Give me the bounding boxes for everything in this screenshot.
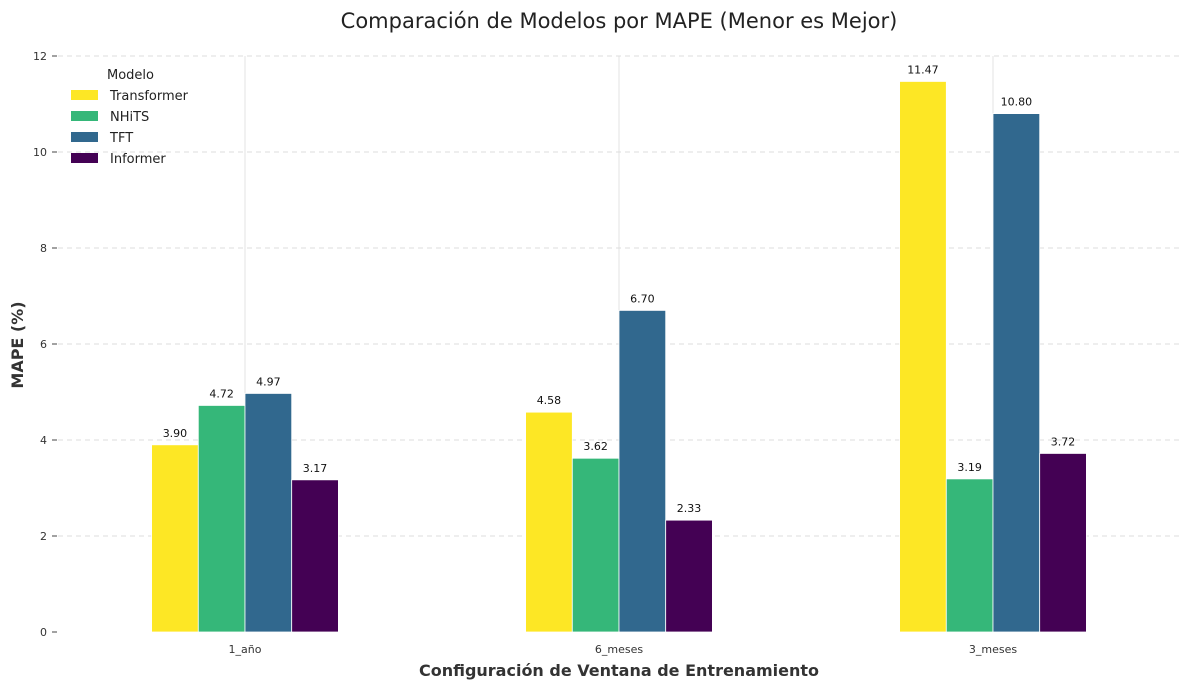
bar-value-label: 3.72 bbox=[1051, 435, 1076, 448]
bar-value-label: 4.72 bbox=[209, 387, 234, 400]
bar-informer-6_meses bbox=[665, 519, 713, 633]
bar-value-label: 11.47 bbox=[907, 63, 939, 76]
y-tick-label: 2 bbox=[40, 530, 47, 543]
chart-title: Comparación de Modelos por MAPE (Menor e… bbox=[341, 9, 898, 33]
bar-value-label: 3.19 bbox=[957, 461, 982, 474]
legend-swatch-transformer bbox=[71, 90, 98, 100]
bar-nhits-3_meses bbox=[945, 478, 994, 633]
x-tick-label: 1_año bbox=[229, 643, 262, 656]
bars bbox=[151, 81, 1087, 633]
data-labels: 3.90 4.58 11.47 4.72 3.62 3.19 4.97 6.70 10.80 3.… bbox=[163, 63, 1076, 515]
bar-tft-1_año bbox=[244, 393, 293, 633]
bar-transformer-1_año bbox=[151, 444, 199, 633]
bar-tft-3_meses bbox=[992, 113, 1041, 633]
bar-nhits-6_meses bbox=[571, 457, 620, 633]
y-tick-label: 6 bbox=[40, 338, 47, 351]
legend-label-informer: Informer bbox=[110, 152, 166, 167]
legend-label-transformer: Transformer bbox=[109, 89, 189, 104]
bar-value-label: 3.90 bbox=[163, 427, 188, 440]
y-tick-label: 8 bbox=[40, 242, 47, 255]
y-tick-label: 0 bbox=[40, 626, 47, 639]
bar-transformer-6_meses bbox=[525, 411, 573, 633]
legend-label-tft: TFT bbox=[109, 131, 133, 146]
x-tick-label: 3_meses bbox=[969, 643, 1017, 656]
x-axis-label: Configuración de Ventana de Entrenamient… bbox=[419, 661, 819, 680]
x-tick-label: 6_meses bbox=[595, 643, 643, 656]
legend-swatch-tft bbox=[71, 132, 98, 142]
legend-title: Modelo bbox=[107, 68, 154, 83]
axis-ticks: 0 2 4 6 8 10 12 1_año 6_meses 3_meses bbox=[33, 50, 1017, 656]
y-tick-label: 12 bbox=[33, 50, 47, 63]
bar-value-label: 2.33 bbox=[677, 502, 702, 515]
y-tick-label: 10 bbox=[33, 146, 47, 159]
bar-value-label: 10.80 bbox=[1001, 96, 1033, 109]
bar-value-label: 4.97 bbox=[256, 375, 281, 388]
bar-informer-3_meses bbox=[1039, 453, 1087, 633]
bar-tft-6_meses bbox=[618, 309, 667, 633]
bar-value-label: 3.17 bbox=[303, 462, 328, 475]
legend: Modelo Transformer NHiTS TFT Informer bbox=[71, 68, 189, 167]
bar-nhits-1_año bbox=[197, 405, 246, 633]
legend-label-nhits: NHiTS bbox=[110, 110, 149, 125]
bar-informer-1_año bbox=[291, 479, 339, 633]
legend-swatch-nhits bbox=[71, 111, 98, 121]
bar-value-label: 6.70 bbox=[630, 292, 655, 305]
y-tick-label: 4 bbox=[40, 434, 47, 447]
legend-swatch-informer bbox=[71, 153, 98, 163]
bar-transformer-3_meses bbox=[899, 81, 947, 633]
bar-value-label: 3.62 bbox=[583, 440, 608, 453]
y-axis-label: MAPE (%) bbox=[8, 301, 27, 388]
bar-value-label: 4.58 bbox=[537, 394, 562, 407]
